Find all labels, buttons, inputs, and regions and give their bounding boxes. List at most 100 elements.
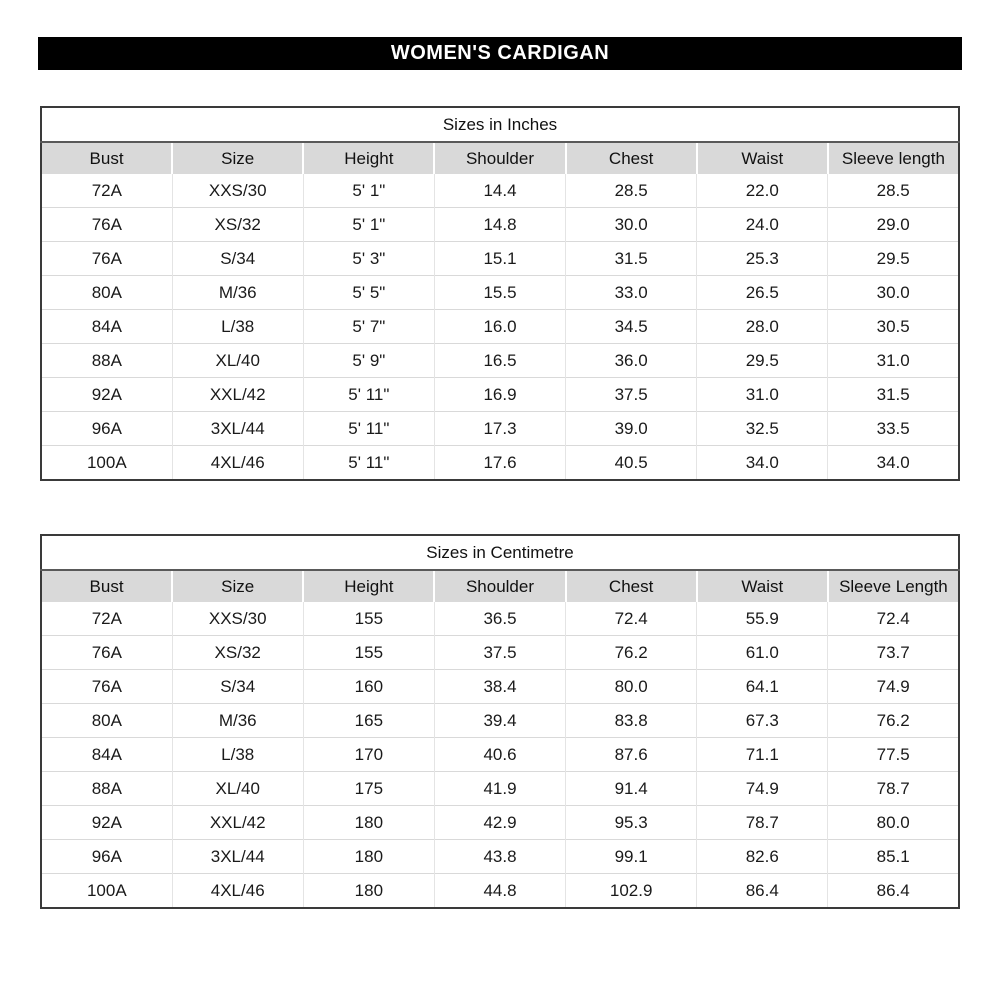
table-cell: 74.9	[696, 771, 828, 806]
table-cell: 92A	[41, 377, 173, 412]
table-cell: 72A	[91, 180, 122, 200]
table-cell: 85.1	[827, 839, 959, 874]
table-row: 76A XS/32 155 37.5 76.2 61.0 73.7	[41, 635, 959, 670]
table-cell: 31.0	[696, 377, 828, 412]
table-row: 88A XL/40 175 41.9 91.4 74.9 78.7	[41, 771, 959, 806]
table-cell: 26.5	[696, 275, 828, 310]
table-cell: 4XL/46	[171, 445, 304, 480]
column-header-height: Height	[302, 142, 435, 174]
table-cell: 33.0	[565, 275, 697, 310]
table-cell: 5' 11"	[302, 445, 435, 480]
table-cell: 39.4	[433, 703, 566, 738]
table-header-row: Bust Size Height Shoulder Chest Waist Sleeve L…	[41, 570, 959, 602]
table-cell: 55.9	[696, 602, 828, 636]
table-cell: 5' 11"	[302, 377, 435, 412]
table-row: 80A M/36 165 39.4 83.8 67.3 76.2	[41, 703, 959, 738]
table-cell: 36.0	[565, 343, 697, 378]
table-cell: 170	[302, 737, 435, 772]
table-cell: 175	[302, 771, 435, 806]
table-cell: 99.1	[565, 839, 697, 874]
table-cell: 34.0	[696, 445, 828, 480]
table-cell: 92A	[41, 805, 173, 840]
table-row: 76A S/34 5' 3" 15.1 31.5 25.3 29.5	[41, 241, 959, 276]
table-cell: 30.5	[827, 309, 959, 344]
table-cell: 80A	[41, 703, 173, 738]
table-caption: Sizes in Centimetre	[41, 535, 959, 571]
page-title: WOMEN'S CARDIGAN	[390, 42, 610, 64]
table-cell: 34.5	[565, 309, 697, 344]
column-header-shoulder: Shoulder	[433, 142, 566, 174]
table-cell: 5' 11"	[302, 411, 435, 446]
table-cell: 73.7	[827, 635, 959, 670]
table-cell: 64.1	[696, 669, 828, 704]
table-cell: 3XL/44	[171, 839, 304, 874]
table-cell: 36.5	[433, 602, 566, 636]
table-body: 72A XXS/30 155 36.5 72.4 55.9 72.4 76A XS/32 155 3…	[41, 602, 959, 908]
table-cell: 72.4	[565, 602, 697, 636]
table-cell: 76A	[41, 207, 173, 242]
table-cell: 14.4	[433, 174, 566, 208]
table-cell: 96A	[41, 411, 173, 446]
table-cell: 28.5	[827, 174, 959, 208]
table-cell: 15.1	[433, 241, 566, 276]
table-cell: 61.0	[696, 635, 828, 670]
table-cell: 96A	[41, 839, 173, 874]
table-cell: XXS/30	[171, 174, 304, 208]
table-header-row: Bust Size Height Shoulder Chest Waist Sleeve l…	[41, 142, 959, 174]
table-cell: 5' 9"	[302, 343, 435, 378]
table-cell: 4XL/46	[171, 873, 304, 908]
table-cell: M/36	[171, 703, 304, 738]
table-cell: M/36	[171, 275, 304, 310]
table-cell: 78.7	[827, 771, 959, 806]
table-row: 84A L/38 170 40.6 87.6 71.1 77.5	[41, 737, 959, 772]
table-cell: 39.0	[565, 411, 697, 446]
table-cell: 76A	[41, 669, 173, 704]
table-cell: 82.6	[696, 839, 828, 874]
table-cell: 165	[302, 703, 435, 738]
table-cell: 180	[302, 873, 435, 908]
table-cell: 91.4	[565, 771, 697, 806]
table-cell: 42.9	[433, 805, 566, 840]
column-header-size: Size	[171, 142, 304, 174]
table-cell: 180	[302, 805, 435, 840]
table-cell: XL/40	[171, 343, 304, 378]
table-cell: XS/32	[171, 207, 304, 242]
table-cell: 67.3	[696, 703, 828, 738]
table-row: 96A 3XL/44 180 43.8 99.1 82.6 85.1	[41, 839, 959, 874]
table-cell: 155	[302, 635, 435, 670]
table-cell: 17.3	[433, 411, 566, 446]
table-cell: XXS/30	[171, 602, 304, 636]
table-cell: 76.2	[827, 703, 959, 738]
table-cell: 31.5	[565, 241, 697, 276]
table-cell: XS/32	[171, 635, 304, 670]
table-row: 96A 3XL/44 5' 11" 17.3 39.0 32.5 33.5	[41, 411, 959, 446]
table-cell: 72A	[91, 608, 122, 628]
table-cell: 31.5	[827, 377, 959, 412]
sizes-in-inches-section: Sizes in Inches Bust Size Height Shoulder Ch…	[40, 106, 960, 481]
table-cell: 5' 1"	[302, 174, 435, 208]
column-header-waist: Waist	[695, 142, 828, 174]
table-cell: 22.0	[696, 174, 828, 208]
table-caption-row: Sizes in Centimetre	[41, 535, 959, 571]
table-row: 76A XS/32 5' 1" 14.8 30.0 24.0 29.0	[41, 207, 959, 242]
table-row: 72A XXS/30 5' 1" 14.4 28.5 22.0 28.5	[41, 174, 959, 208]
table-row: 84A L/38 5' 7" 16.0 34.5 28.0 30.5	[41, 309, 959, 344]
column-header-sleeve-length: Sleeve length	[826, 142, 959, 174]
column-header-height: Height	[302, 570, 435, 602]
table-cell: 102.9	[565, 873, 697, 908]
table-cell: 80A	[41, 275, 173, 310]
sizes-in-inches-table: Sizes in Inches Bust Size Height Shoulder Ch…	[40, 106, 960, 481]
table-cell: 24.0	[696, 207, 828, 242]
table-cell: 100A	[41, 445, 173, 480]
column-header-chest: Chest	[564, 142, 697, 174]
sizes-in-centimetre-section: Sizes in Centimetre Bust Size Height Should…	[40, 534, 960, 909]
table-cell: 86.4	[696, 873, 828, 908]
table-cell: 37.5	[433, 635, 566, 670]
table-row: 100A 4XL/46 180 44.8 102.9 86.4 86.4	[41, 873, 959, 908]
table-cell: 74.9	[827, 669, 959, 704]
table-caption: Sizes in Inches	[41, 107, 959, 143]
table-cell: 5' 1"	[302, 207, 435, 242]
table-cell: 15.5	[433, 275, 566, 310]
table-cell: 41.9	[433, 771, 566, 806]
table-cell: XXL/42	[171, 377, 304, 412]
